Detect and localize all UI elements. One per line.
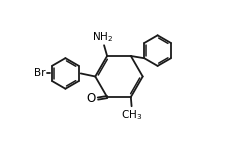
Text: NH$_2$: NH$_2$	[92, 31, 113, 45]
Text: Br: Br	[34, 68, 46, 78]
Text: O: O	[86, 92, 96, 105]
Text: CH$_3$: CH$_3$	[121, 108, 142, 122]
